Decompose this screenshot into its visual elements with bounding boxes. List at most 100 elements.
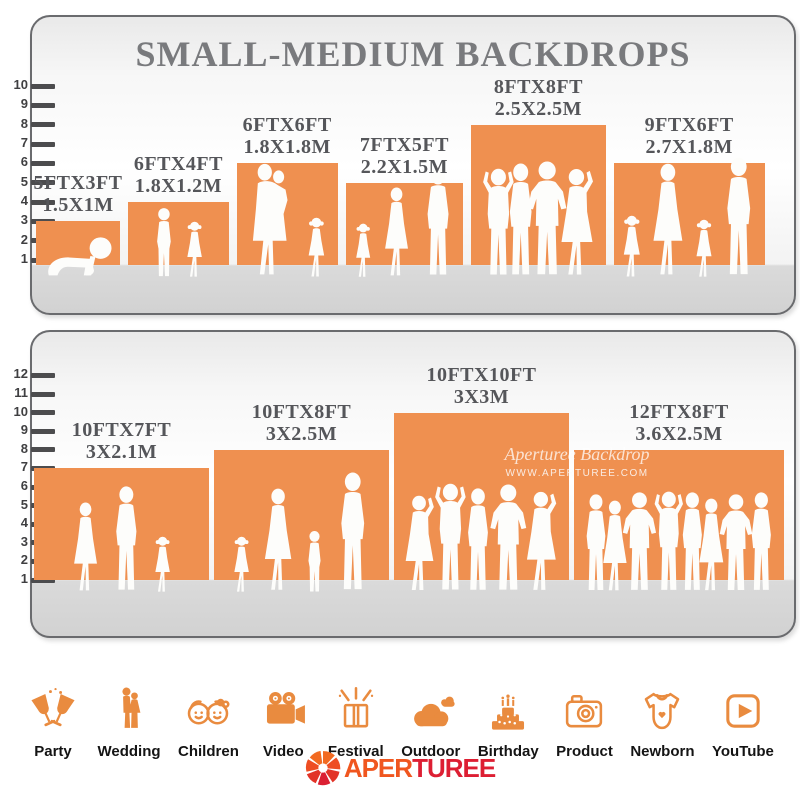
- size-ft: 5FTX3FT: [33, 172, 123, 195]
- person-silhouette-woman: [653, 163, 683, 275]
- backdrop-size-label: 12FTX8FT 3.6X2.5M: [584, 401, 774, 445]
- backdrop-size-label: 7FTX5FT 2.2X1.5M: [309, 134, 499, 178]
- size-ft: 6FTX4FT: [133, 153, 223, 175]
- person-silhouette-man: [116, 486, 137, 590]
- category-label: Newborn: [630, 743, 695, 760]
- top-panel: SMALL-MEDIUM BACKDROPS 10 9 8 7 6 5 4 3 2 1 5FTX3F…: [14, 15, 796, 315]
- person-silhouette-man: [752, 492, 772, 590]
- size-m: 3.6X2.5M: [635, 422, 723, 445]
- size-m: 3X2.5M: [265, 422, 338, 445]
- youtube-icon: [716, 684, 770, 738]
- size-m: 2.7X1.8M: [645, 136, 733, 159]
- size-m: 1.8X1.2M: [134, 175, 223, 197]
- ruler-tick-icon: [31, 372, 55, 378]
- ruler-number: 2: [20, 552, 28, 568]
- ruler-number: 6: [20, 154, 28, 170]
- size-ft: 12FTX8FT: [629, 400, 729, 423]
- ruler-number: 9: [20, 96, 28, 112]
- ruler-tick-icon: [31, 122, 55, 128]
- watermark-brand: Aperturee Backdrop: [504, 444, 650, 464]
- category-video: Video: [256, 660, 310, 760]
- person-silhouette-boy: [156, 208, 171, 277]
- ruler-tick-icon: [31, 141, 55, 147]
- product-icon: [557, 684, 611, 738]
- ruler-number: 11: [14, 385, 28, 400]
- logo-text: APERTUREE: [344, 752, 496, 784]
- person-silhouette-woman: [385, 187, 408, 276]
- bottom-panel: Aperturee Backdrop WWW.APERTUREE.COM 1 2 1…: [14, 330, 796, 638]
- category-label: Festival: [327, 743, 384, 760]
- size-m: 1.8X1.8M: [243, 136, 331, 159]
- ruler-number: 7: [20, 135, 28, 150]
- party-icon: [26, 684, 80, 738]
- ruler-number: 5: [20, 496, 28, 512]
- backdrop-size-label: 8FTX8FT 2.5X2.5M: [443, 76, 633, 120]
- ruler-number: 3: [20, 533, 28, 549]
- category-youtube: YouTube: [712, 660, 774, 760]
- size-ft: 8FTX8FT: [493, 75, 583, 98]
- category-label: Birthday: [477, 743, 539, 760]
- person-silhouette-woman2: [527, 491, 557, 590]
- ruler-number: 2: [20, 231, 28, 247]
- size-m: 3X3M: [453, 385, 510, 408]
- size-ft: 10FTX10FT: [426, 363, 537, 386]
- aperture-logo-icon: [305, 750, 341, 786]
- category-label: Wedding: [97, 743, 161, 760]
- size-ft: 9FTX6FT: [644, 114, 734, 137]
- ruler-number: 5: [20, 173, 28, 189]
- category-label: Children: [178, 743, 239, 760]
- ruler-number: 7: [20, 459, 28, 475]
- person-silhouette-man: [341, 472, 365, 590]
- backdrop-size-label: 6FTX4FT 1.8X1.2M: [83, 153, 273, 197]
- ruler-number: 4: [20, 193, 28, 208]
- category-label: Product: [556, 743, 613, 760]
- person-silhouette-girl: [309, 217, 325, 277]
- category-label: YouTube: [711, 743, 774, 760]
- category-row: Party Wedding Children Video Festival Outdoor…: [0, 660, 800, 760]
- size-ft: 6FTX6FT: [242, 114, 332, 137]
- person-silhouette-man: [727, 157, 751, 275]
- category-outdoor: Outdoor: [401, 660, 460, 760]
- birthday-icon: [481, 684, 535, 738]
- ruler-tick-icon: [31, 428, 55, 434]
- wedding-icon: [102, 684, 156, 738]
- brand-logo: APERTUREE: [0, 750, 800, 786]
- backdrop-size-label: 10FTX8FT 3X2.5M: [207, 401, 397, 445]
- ruler-number: 8: [20, 115, 28, 131]
- ruler-tick-icon: [31, 391, 55, 397]
- ruler-number: 1: [20, 251, 28, 266]
- backdrop-size-label: 6FTX6FT 1.8X1.8M: [192, 114, 382, 158]
- person-silhouette-girl: [233, 536, 249, 592]
- person-silhouette-man: [427, 167, 449, 275]
- size-ft: 10FTX7FT: [71, 419, 172, 442]
- video-icon: [256, 684, 310, 738]
- person-silhouette-girl: [155, 536, 170, 592]
- category-children: Children: [178, 660, 239, 760]
- festival-icon: [329, 684, 383, 738]
- size-ft: 10FTX8FT: [251, 400, 352, 423]
- size-m: 1.5X1M: [42, 194, 114, 217]
- category-newborn: Newborn: [630, 660, 694, 760]
- backdrop-rect: [128, 202, 229, 265]
- category-label: Party: [34, 743, 72, 760]
- person-silhouette-woman: [264, 488, 292, 590]
- person-silhouette-woman2: [561, 169, 593, 275]
- ruler-number: 3: [20, 212, 28, 228]
- ruler-number: 6: [20, 478, 28, 493]
- watermark-url: WWW.APERTUREE.COM: [505, 468, 649, 479]
- outdoor-icon: [404, 684, 458, 738]
- person-silhouette-girl: [623, 215, 640, 277]
- page-title: SMALL-MEDIUM BACKDROPS: [135, 34, 691, 74]
- ruler-tick-icon: [31, 83, 55, 89]
- logo-text-right: TUREE: [412, 752, 496, 783]
- backdrop-size-label: 9FTX6FT 2.7X1.8M: [594, 114, 784, 158]
- category-festival: Festival: [328, 660, 384, 760]
- person-silhouette-woman: [74, 502, 97, 591]
- ruler-number: 1: [20, 571, 28, 586]
- backdrop-size-label: 10FTX7FT 3X2.1M: [27, 419, 217, 463]
- size-m: 3X2.1M: [85, 441, 158, 464]
- category-wedding: Wedding: [97, 660, 161, 760]
- ruler-tick-icon: [31, 577, 55, 583]
- ruler-tick-icon: [31, 410, 55, 416]
